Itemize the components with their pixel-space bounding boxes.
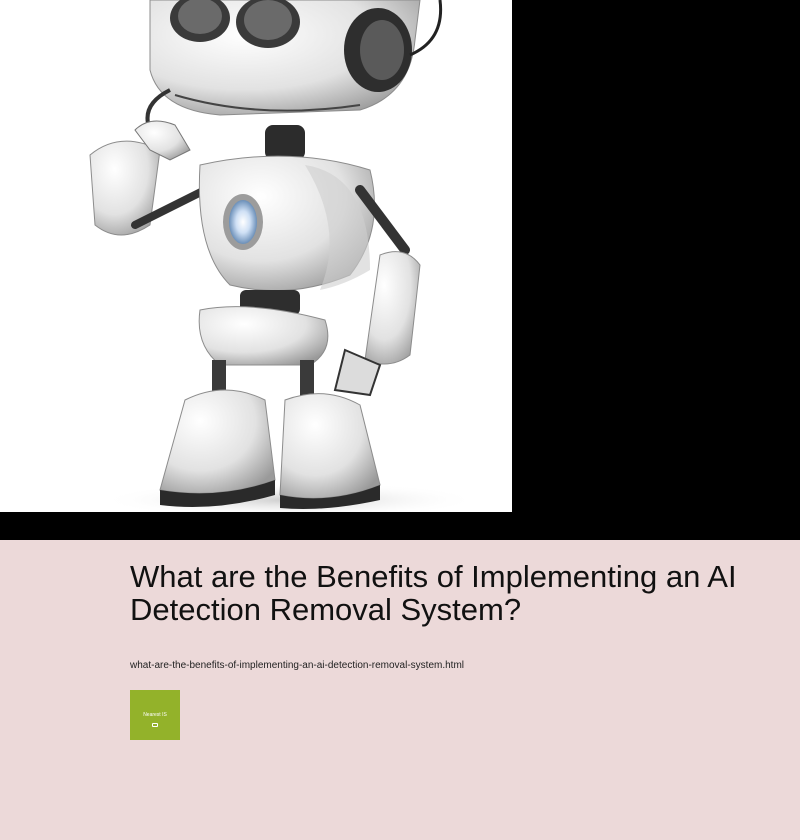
hero-section	[0, 0, 512, 512]
map-link-tile[interactable]: Nearest IS	[130, 690, 180, 740]
robot-illustration	[0, 0, 512, 512]
tile-label: Nearest IS	[143, 712, 167, 718]
article-section: What are the Benefits of Implementing an…	[0, 540, 800, 840]
robot-image	[0, 0, 512, 512]
map-icon	[152, 723, 158, 727]
article-filename: what-are-the-benefits-of-implementing-an…	[130, 660, 465, 671]
article-title: What are the Benefits of Implementing an…	[130, 559, 737, 627]
